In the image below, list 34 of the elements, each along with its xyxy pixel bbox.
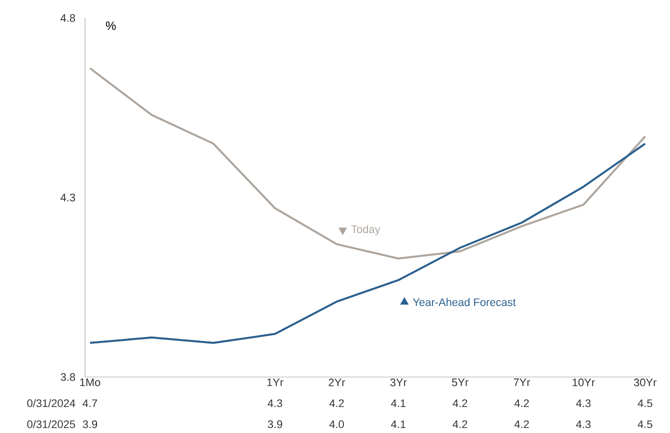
data-label: 4.2 [514,399,529,407]
data-label: 4.7 [82,399,98,407]
y-tick-label: 4.8 [60,14,76,22]
text: 0/31/2025 [27,420,76,428]
data-label: 4.5 [638,420,652,428]
data-label: 4.3 [268,399,282,408]
line-series [89,142,646,344]
data-label: 4.1 [391,399,406,407]
data-label: 4.2 [452,399,468,407]
text: 0/31/2024 [27,399,76,408]
x-tick-label: 10Yr [572,378,595,386]
x-tick-label: 3Yr [390,378,407,386]
data-label: 4.1 [391,420,406,428]
y-tick-label: 3.8 [60,373,76,381]
data-label: 3.9 [268,420,282,428]
y-tick-label: 4.3 [60,194,76,202]
x-tick-label: 1Mo [80,378,100,386]
data-label: 4.0 [329,420,344,428]
data-label: 4.2 [329,399,344,407]
x-tick-label: 30Yr [634,378,657,386]
x-tick-label: 2Yr [328,378,346,386]
y-axis-title: % [106,22,116,30]
legend-label: Year-Ahead Forecast [412,298,516,306]
data-label: 3.9 [82,420,98,428]
legend-label: Today [351,225,380,236]
data-label: 4.3 [576,420,591,428]
data-label: 4.3 [576,399,591,408]
data-label: 4.2 [452,420,468,428]
x-tick-label: 1Yr [267,378,284,386]
line-series [89,67,646,260]
x-tick-label: 5Yr [452,378,468,386]
x-tick-label: 7Yr [514,378,530,386]
data-label: 4.5 [638,399,652,408]
data-label: 4.2 [514,420,529,428]
